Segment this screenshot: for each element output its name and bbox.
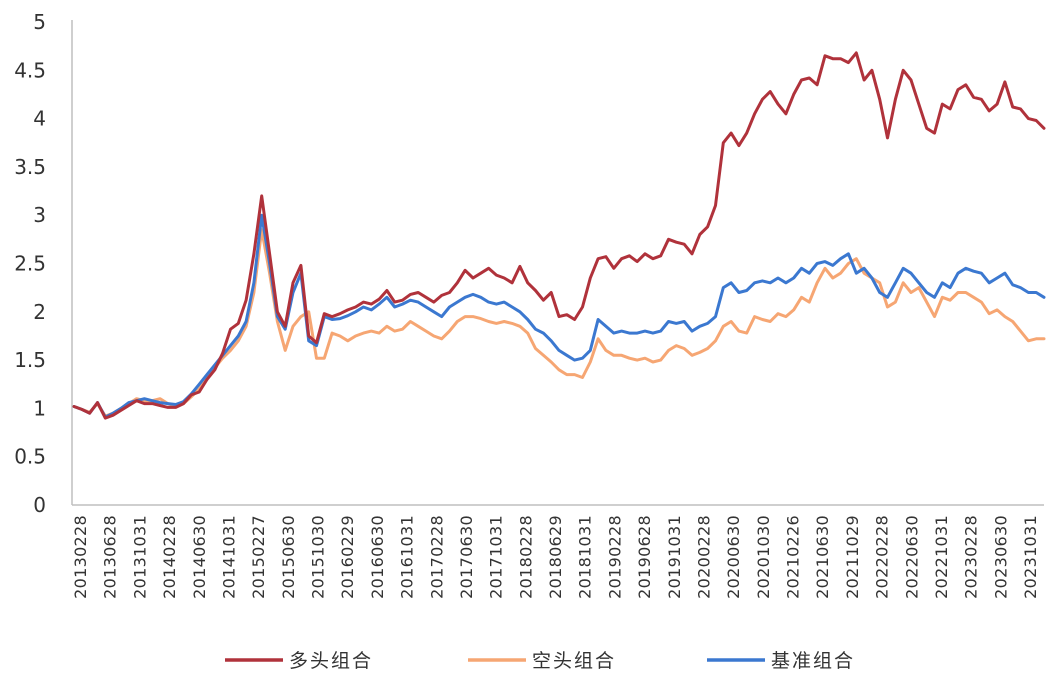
x-tick-label: 20230630 — [991, 515, 1010, 599]
x-tick-label: 20200228 — [694, 515, 713, 599]
x-tick-label: 20161031 — [398, 515, 417, 599]
x-tick-label: 20231031 — [1021, 515, 1040, 599]
x-tick-label: 20180228 — [516, 515, 535, 599]
x-tick-label: 20141031 — [219, 515, 238, 599]
x-tick-label: 20200630 — [724, 515, 743, 599]
x-tick-labels: 20130228 20130628 20131031 20140228 20140630… — [71, 515, 1040, 599]
x-tick-label: 20221031 — [932, 515, 951, 599]
legend-label-bench: 基准组合 — [771, 650, 855, 672]
x-tick-label: 20140630 — [190, 515, 209, 599]
x-tick-label: 20190628 — [635, 515, 654, 599]
x-tick-label: 20150630 — [279, 515, 298, 599]
x-tick-label: 20220630 — [902, 515, 921, 599]
x-tick-label: 20220228 — [873, 515, 892, 599]
series-layer — [72, 51, 1046, 420]
y-tick-labels: 0 0.5 1 1.5 2 2.5 3 3.5 4 4.5 5 — [14, 10, 46, 517]
x-tick-label: 20130228 — [71, 515, 90, 599]
x-tick-label: 20190228 — [605, 515, 624, 599]
y-tick-label: 3 — [33, 203, 46, 227]
y-tick-label: 3.5 — [14, 155, 46, 179]
y-tick-label: 1.5 — [14, 348, 46, 372]
x-tick-label: 20181031 — [576, 515, 595, 599]
y-tick-label: 4.5 — [14, 58, 46, 82]
x-tick-label: 20151030 — [309, 515, 328, 599]
y-tick-label: 5 — [33, 10, 46, 34]
y-tick-label: 0.5 — [14, 445, 46, 469]
x-tick-label: 20210226 — [784, 515, 803, 599]
x-tick-label: 20230228 — [962, 515, 981, 599]
x-tick-label: 20160630 — [368, 515, 387, 599]
x-tick-label: 20191031 — [665, 515, 684, 599]
x-tick-label: 20131031 — [130, 515, 149, 599]
series-line-long — [72, 51, 1046, 420]
axes — [71, 20, 1044, 506]
y-tick-label: 0 — [33, 493, 46, 517]
x-tick-label: 20150227 — [249, 515, 268, 599]
x-tick-label: 20211029 — [843, 515, 862, 599]
x-tick-label: 20160229 — [338, 515, 357, 599]
x-tick-label: 20210630 — [813, 515, 832, 599]
x-tick-label: 20170630 — [457, 515, 476, 599]
y-tick-label: 4 — [33, 107, 46, 131]
x-tick-label: 20180629 — [546, 515, 565, 599]
y-tick-label: 2.5 — [14, 252, 46, 276]
x-tick-label: 20201030 — [754, 515, 773, 599]
legend-label-short: 空头组合 — [532, 650, 616, 672]
series-line-short — [72, 228, 1046, 418]
x-tick-label: 20130628 — [101, 515, 120, 599]
legend: 多头组合 空头组合 基准组合 — [225, 650, 855, 672]
legend-label-long: 多头组合 — [289, 650, 373, 672]
y-tick-label: 2 — [33, 300, 46, 324]
x-tick-label: 20170228 — [427, 515, 446, 599]
x-tick-label: 20140228 — [160, 515, 179, 599]
y-tick-label: 1 — [33, 396, 46, 420]
x-tick-label: 20171031 — [487, 515, 506, 599]
series-line-bench — [72, 213, 1046, 419]
